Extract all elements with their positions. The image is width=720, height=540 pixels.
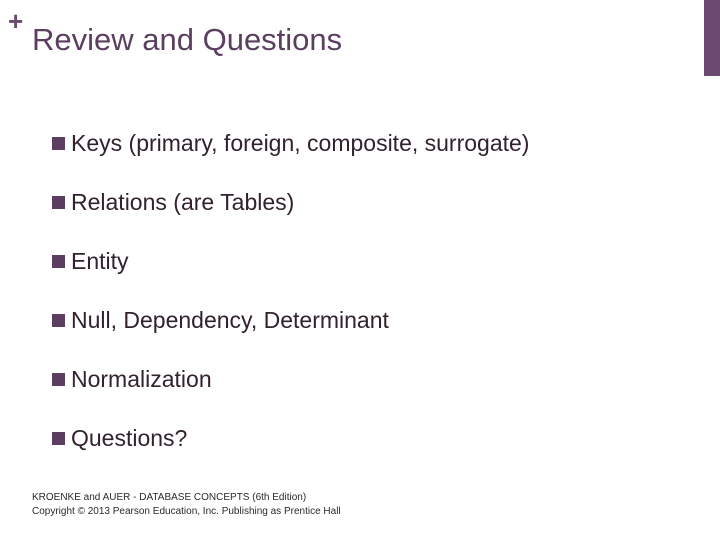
square-bullet-icon — [52, 137, 65, 150]
list-item: Relations (are Tables) — [52, 189, 680, 216]
footer-line2: Copyright © 2013 Pearson Education, Inc.… — [32, 505, 341, 519]
bullet-text: Normalization — [71, 366, 212, 393]
bullet-text: Questions? — [71, 425, 187, 452]
footer: KROENKE and AUER - DATABASE CONCEPTS (6t… — [32, 491, 341, 518]
list-item: Entity — [52, 248, 680, 275]
bullet-text: Relations (are Tables) — [71, 189, 294, 216]
square-bullet-icon — [52, 314, 65, 327]
list-item: Keys (primary, foreign, composite, surro… — [52, 130, 680, 157]
list-item: Questions? — [52, 425, 680, 452]
list-item: Null, Dependency, Determinant — [52, 307, 680, 334]
footer-line1: KROENKE and AUER - DATABASE CONCEPTS (6t… — [32, 491, 341, 505]
bullet-list: Keys (primary, foreign, composite, surro… — [52, 130, 680, 484]
bullet-text: Null, Dependency, Determinant — [71, 307, 389, 334]
accent-bar — [704, 0, 720, 76]
bullet-text: Keys (primary, foreign, composite, surro… — [71, 130, 529, 157]
square-bullet-icon — [52, 432, 65, 445]
plus-icon: + — [8, 8, 23, 34]
square-bullet-icon — [52, 196, 65, 209]
square-bullet-icon — [52, 373, 65, 386]
page-title: Review and Questions — [32, 22, 342, 58]
list-item: Normalization — [52, 366, 680, 393]
square-bullet-icon — [52, 255, 65, 268]
bullet-text: Entity — [71, 248, 129, 275]
